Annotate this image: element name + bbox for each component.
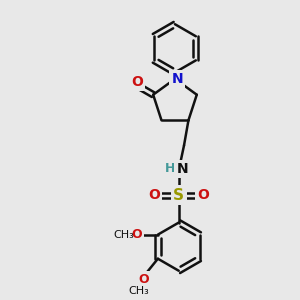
Text: N: N	[172, 72, 183, 86]
Text: H: H	[165, 162, 176, 175]
Text: O: O	[139, 273, 149, 286]
Text: N: N	[176, 162, 188, 176]
Text: S: S	[173, 188, 184, 203]
Text: O: O	[197, 188, 209, 202]
Text: O: O	[131, 75, 143, 89]
Text: CH₃: CH₃	[114, 230, 134, 240]
Text: CH₃: CH₃	[129, 286, 149, 296]
Text: O: O	[131, 228, 142, 241]
Text: O: O	[148, 188, 160, 202]
